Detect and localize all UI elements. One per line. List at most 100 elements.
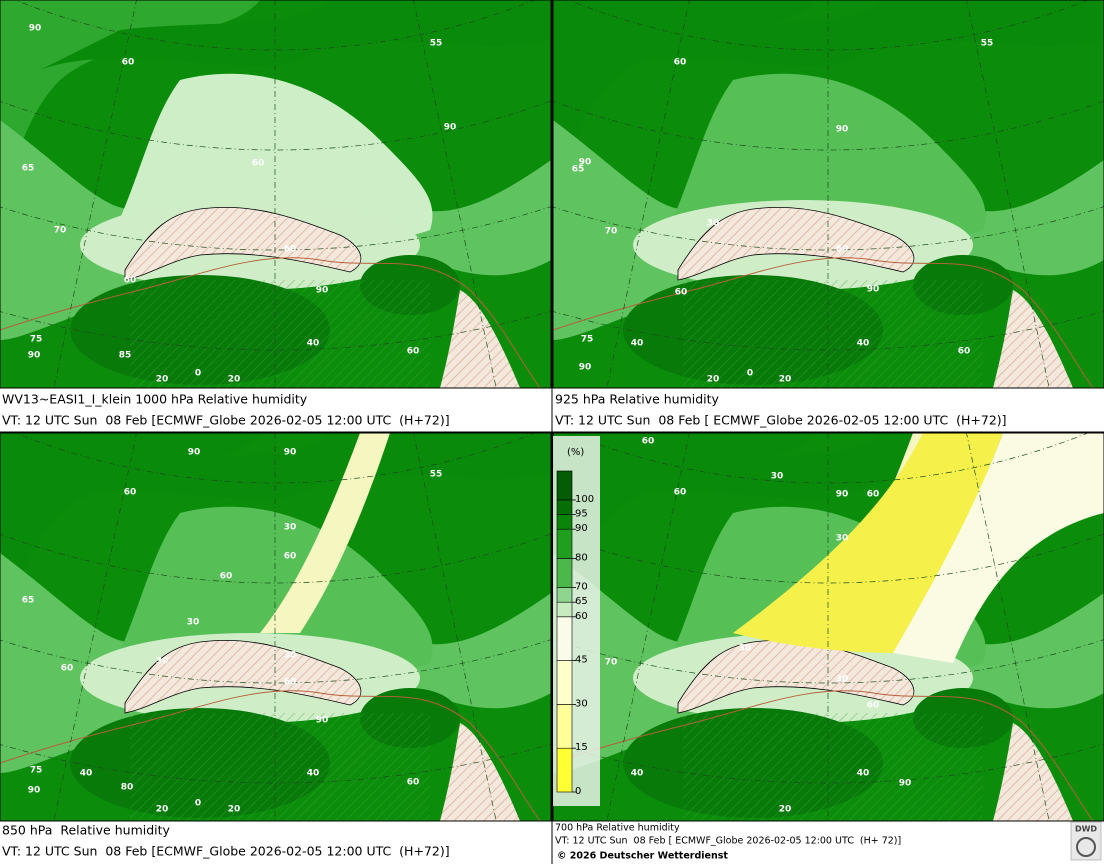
hatch-area — [993, 723, 1073, 821]
contour-label: 30 — [284, 523, 297, 533]
contour-label: 40 — [857, 769, 870, 779]
legend-swatch — [556, 616, 573, 661]
alps — [124, 640, 362, 714]
map-layers — [0, 0, 551, 388]
contour-label: 70 — [54, 226, 67, 236]
contour-label: 90 — [188, 448, 201, 458]
contour-label: 0 — [747, 369, 753, 379]
contour-label: 60 — [284, 552, 297, 562]
legend-title: (%) — [567, 447, 584, 458]
legend-swatch — [556, 660, 573, 705]
legend-label: 15 — [575, 742, 588, 753]
contour-label: 60 — [867, 490, 880, 500]
contour-label: 60 — [836, 245, 849, 255]
humidity-area — [663, 73, 986, 245]
contour-label: 30 — [284, 651, 297, 661]
contour-label: 90 — [28, 786, 41, 796]
contour-label: 75 — [30, 335, 43, 345]
contour-label: 30 — [707, 219, 720, 229]
contour-label: 90 — [836, 125, 849, 135]
hatch-area — [440, 290, 520, 388]
panel-frame — [552, 0, 1104, 389]
contour-label: 90 — [899, 779, 912, 789]
contour-label: 40 — [631, 339, 644, 349]
border — [553, 690, 1094, 821]
hatch-area — [130, 713, 430, 821]
contour-label: 90 — [579, 158, 592, 168]
border — [0, 257, 541, 388]
border — [553, 257, 1094, 388]
legend-label: 45 — [575, 655, 588, 666]
legend-label: 70 — [575, 582, 588, 593]
contour-label: 90 — [284, 448, 297, 458]
graticule — [966, 0, 1050, 388]
dry-area — [893, 433, 1104, 663]
graticule — [413, 433, 497, 821]
alps — [677, 207, 915, 281]
contour-label: 90 — [579, 363, 592, 373]
legend-swatch — [556, 704, 573, 749]
humidity-area — [553, 0, 813, 260]
contour-label: 0 — [195, 799, 201, 809]
contour-label: 90 — [867, 285, 880, 295]
caption: 850 hPa Relative humidity — [2, 823, 171, 838]
humidity-area — [0, 433, 260, 693]
contour-label: 80 — [121, 783, 134, 793]
contour-label: 65 — [572, 165, 585, 175]
contour-label: 60 — [284, 678, 297, 688]
dry-area — [260, 433, 390, 633]
contour-label: 75 — [581, 335, 594, 345]
contour-label: 20 — [156, 805, 169, 815]
contour-label: 60 — [867, 701, 880, 711]
contour-label: 65 — [22, 596, 35, 606]
panel-frame — [0, 432, 552, 822]
contour-label: 40 — [631, 769, 644, 779]
contour-label: 70 — [605, 227, 618, 237]
hatch-area — [130, 280, 430, 388]
caption: VT: 12 UTC Sun 08 Feb [ECMWF_Globe 2026-… — [2, 844, 450, 859]
contour-label: 60 — [642, 437, 655, 447]
humidity-area — [553, 433, 813, 693]
humidity-area — [40, 0, 551, 70]
contour-label: 20 — [228, 805, 241, 815]
humidity-area — [110, 73, 433, 245]
contour-label: 55 — [981, 39, 994, 49]
contour-label: 20 — [779, 375, 792, 385]
contour-label: 30 — [836, 675, 849, 685]
caption: VT: 12 UTC Sun 08 Feb [ECMWF_Globe 2026-… — [2, 413, 450, 428]
caption: VT: 12 UTC Sun 08 Feb [ ECMWF_Globe 2026… — [555, 836, 901, 847]
contour-label: 60 — [407, 347, 420, 357]
graticule — [606, 433, 690, 821]
legend-label: 0 — [575, 786, 581, 797]
contour-label: 30 — [836, 534, 849, 544]
alps — [677, 640, 915, 714]
legend-swatch — [556, 558, 573, 588]
contour-label: 55 — [430, 470, 443, 480]
graticule — [966, 433, 1050, 821]
contour-label: 55 — [430, 39, 443, 49]
graticule — [53, 433, 137, 821]
border — [0, 690, 541, 821]
legend-swatch — [556, 587, 573, 603]
caption: WV13~EASI1_I_klein 1000 hPa Relative hum… — [2, 392, 308, 407]
contour-label: 60 — [675, 288, 688, 298]
caption: VT: 12 UTC Sun 08 Feb [ ECMWF_Globe 2026… — [555, 413, 1007, 428]
contour-label: 30 — [739, 644, 752, 654]
graticule — [606, 0, 690, 388]
contour-label: 70 — [605, 658, 618, 668]
humidity-area — [0, 0, 260, 260]
legend-swatch — [556, 747, 573, 793]
legend-label: 95 — [575, 509, 588, 520]
contour-label: 60 — [674, 58, 687, 68]
contour-label: 60 — [674, 488, 687, 498]
logo-text: DWD — [1075, 825, 1097, 834]
caption: © 2026 Deutscher Wetterdienst — [557, 851, 728, 862]
contour-label: 60 — [252, 159, 265, 169]
contour-label: 30 — [771, 472, 784, 482]
contour-label: 0 — [195, 369, 201, 379]
map-panel — [553, 0, 1104, 388]
contour-label: 20 — [779, 805, 792, 815]
